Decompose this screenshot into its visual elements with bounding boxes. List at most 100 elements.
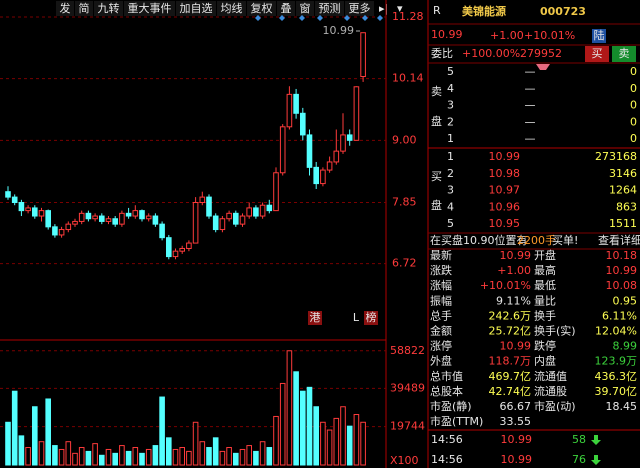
book-price: — [525,99,536,112]
candle-body [300,112,306,136]
toolbar-button-bg[interactable] [75,1,93,16]
toolbar-button[interactable]: 九转 [98,1,120,15]
book-price: 10.97 [489,184,521,197]
volume-bar [92,443,98,466]
book-side-label: 卖 [431,85,442,98]
toolbar-button[interactable]: 预测 [319,2,341,15]
volume-bar [273,415,279,466]
candle-body [346,134,353,141]
candle-body [192,202,199,244]
volume-bar [300,390,306,466]
marker-bg[interactable] [308,311,322,325]
toolbar-button-bg[interactable] [247,1,276,16]
event-marker[interactable] [279,15,285,21]
toolbar-button[interactable]: 均线 [221,1,243,15]
committee-label: 委比 [431,47,453,60]
volume-bar [58,448,65,466]
volume-bar [119,445,125,466]
toolbar-button[interactable]: 发 [60,1,71,15]
candle-body [78,212,85,222]
notice-link[interactable]: 查看详细 [598,233,640,247]
toolbar-button[interactable]: 窗 [300,1,311,15]
marker-bg[interactable] [364,311,378,325]
book-level: 4 [447,82,454,95]
event-marker[interactable] [344,15,350,21]
toolbar-button-bg[interactable] [277,1,295,16]
event-marker[interactable] [255,15,261,21]
volume-bar [259,441,266,466]
buy-button-bg[interactable] [585,46,609,62]
stat-label: 最新 [430,248,452,262]
stat-value: 10.99 [500,340,532,353]
volume-bar [326,429,333,466]
spread-indicator [536,64,550,70]
chart-marker[interactable]: 港 [310,311,321,324]
toolbar-button-bg[interactable] [217,1,246,16]
stat-label: 市盈(静) [430,399,472,413]
toolbar-button[interactable]: 叠 [281,2,292,15]
candle-body [105,218,112,222]
buy-button[interactable]: 买 [592,47,603,60]
book-price: 10.95 [489,217,521,230]
stat-value: 12.04% [595,325,637,338]
book-price: 10.96 [489,200,521,213]
chart-marker[interactable]: L [353,311,360,324]
event-marker[interactable] [317,15,323,21]
toolbar-button-bg[interactable] [56,1,74,16]
candle-body [219,218,226,231]
volume-bar [132,447,139,466]
stat-label: 市盈(TTM) [430,414,483,428]
event-marker[interactable] [299,15,305,21]
candle-body [239,215,246,225]
stat-label: 市盈(动) [534,399,576,413]
toolbar-button[interactable]: 简 [79,1,90,15]
stat-label: 换手(实) [534,324,576,338]
chart-marker[interactable]: 榜 [366,310,377,324]
book-price: 10.99 [489,150,521,163]
toolbar-button-bg[interactable] [345,1,374,16]
candle-body [65,223,72,231]
toolbar-button[interactable]: 更多 [349,1,371,15]
toolbar-button-bg[interactable] [94,1,123,16]
toolbar-icon[interactable]: ▸| [379,2,388,15]
stock-code: 000723 [540,5,586,18]
toolbar-button[interactable]: 复权 [251,1,273,15]
toolbar-button-bg[interactable] [176,1,216,16]
volume-bar [85,450,92,466]
toolbar-button-bg[interactable] [315,1,344,16]
candle-body [266,204,273,212]
toolbar-button-bg[interactable] [296,1,314,16]
event-marker[interactable] [362,15,368,21]
volume-bar [333,417,340,466]
toolbar-button[interactable]: 重大事件 [128,1,172,15]
tag-bg [592,29,606,43]
volume-bar [186,450,192,466]
book-side-label: 盘 [431,198,442,212]
stat-label: 金额 [430,324,452,338]
price-tick-label: 10.14 [392,72,424,85]
stat-label: 总手 [430,308,452,322]
toolbar-button[interactable]: 加自选 [180,2,213,15]
toolbar-button-bg[interactable] [124,1,175,16]
candle-body [145,215,152,220]
volume-bar [239,448,246,466]
candle-body [306,134,313,168]
book-volume: 0 [630,99,637,112]
candle-body [25,207,31,212]
stat-label: 涨停 [430,339,452,353]
candle-body [360,32,366,78]
price-change-pct: +10.01% [524,29,575,42]
toolbar-icon[interactable]: ▾ [397,2,403,15]
sell-button-bg[interactable] [612,46,636,62]
trade-price: 10.99 [501,433,533,446]
event-marker[interactable] [377,15,383,21]
sell-button[interactable]: 卖 [619,47,630,60]
volume-bar [159,396,165,466]
stat-value: 469.7亿 [489,370,532,383]
stat-value: 118.7万 [489,355,532,368]
book-level: 3 [447,184,454,197]
trade-volume: 58 [572,433,586,446]
candle-body [353,86,360,141]
book-volume: 3146 [609,167,637,180]
volume-tick-label: 58822 [390,344,425,357]
